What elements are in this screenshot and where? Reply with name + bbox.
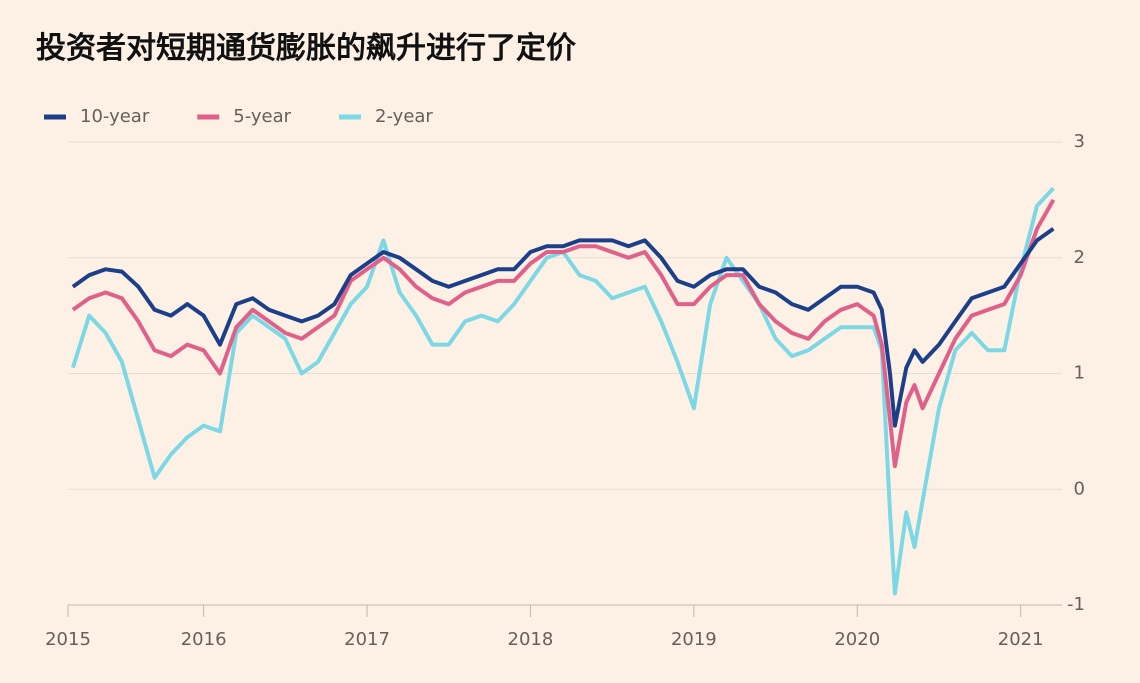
legend-label: 10-year — [80, 106, 150, 127]
line-series — [71, 227, 1055, 428]
x-tick-label: 2018 — [508, 629, 554, 650]
x-tick-label: 2017 — [344, 629, 390, 650]
chart-title: 投资者对短期通货膨胀的飙升进行了定价 — [36, 31, 576, 66]
y-tick-label: 2 — [1074, 247, 1085, 268]
x-tick-label: 2016 — [181, 629, 227, 650]
x-tick-label: 2015 — [45, 629, 91, 650]
y-tick-label: 1 — [1074, 363, 1085, 384]
legend-label: 5-year — [233, 106, 291, 127]
x-tick-label: 2021 — [998, 629, 1044, 650]
line-series — [70, 186, 1055, 596]
y-tick-label: 3 — [1074, 131, 1085, 152]
y-tick-label: 0 — [1074, 478, 1085, 499]
legend-label: 2-year — [375, 106, 433, 127]
x-tick-label: 2020 — [834, 629, 880, 650]
x-tick-label: 2019 — [671, 629, 717, 650]
y-tick-label: -1 — [1067, 594, 1085, 615]
line-series — [71, 198, 1056, 469]
